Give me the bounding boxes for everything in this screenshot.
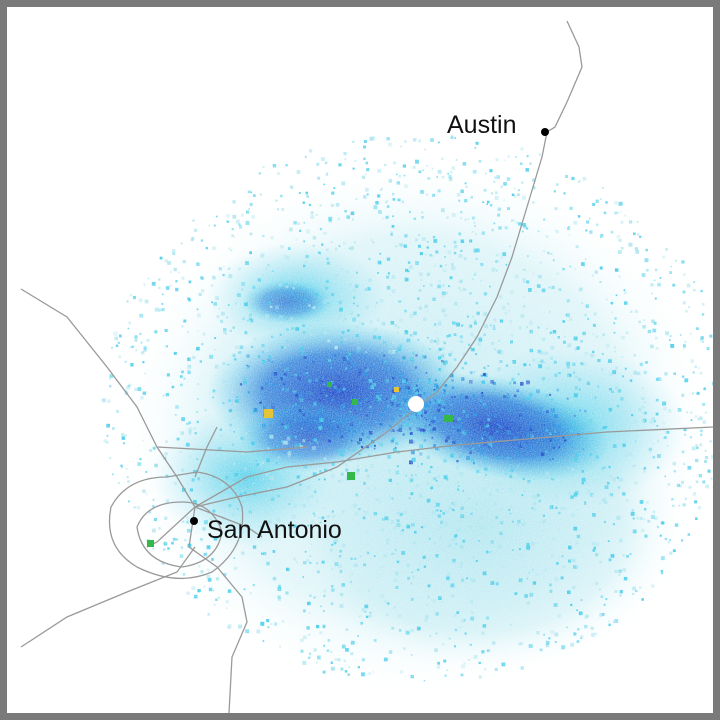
radar-speckle <box>716 410 718 412</box>
city-dot-icon <box>541 128 549 136</box>
city-label-austin: Austin <box>447 111 517 139</box>
radar-site-icon <box>408 396 424 412</box>
radar-speckle <box>713 324 716 327</box>
radar-speckle <box>714 350 717 353</box>
radar-speckle <box>714 443 716 445</box>
radar-reflectivity-layer <box>7 7 720 713</box>
radar-speckle <box>715 328 717 330</box>
radar-speckle <box>714 439 716 441</box>
radar-speckle <box>716 460 720 464</box>
city-label-san-antonio: San Antonio <box>207 516 342 544</box>
radar-strong-cells <box>147 382 453 547</box>
city-dot-icon <box>190 517 198 525</box>
radar-speckle <box>715 383 718 386</box>
